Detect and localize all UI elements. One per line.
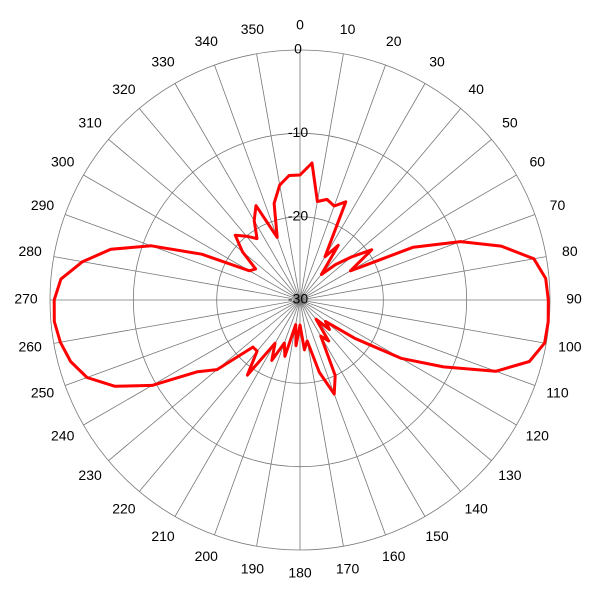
radial-label: -10 xyxy=(288,124,308,140)
angle-label: 320 xyxy=(112,81,136,97)
grid-circle xyxy=(132,132,468,468)
angle-label: 250 xyxy=(31,384,55,400)
spoke xyxy=(174,299,301,517)
radial-label: -20 xyxy=(288,207,308,223)
angle-label: 260 xyxy=(18,338,42,354)
spoke xyxy=(299,64,386,301)
spoke xyxy=(256,299,301,547)
spoke xyxy=(138,299,301,492)
angle-label: 150 xyxy=(425,528,449,544)
angle-label: 230 xyxy=(78,467,102,483)
radial-label: 0 xyxy=(294,41,302,57)
angle-label: 340 xyxy=(195,33,219,49)
angle-label: 350 xyxy=(241,21,265,37)
radial-label: -30 xyxy=(288,291,308,307)
grid-circle xyxy=(216,216,384,384)
angle-label: 140 xyxy=(464,501,488,517)
pattern-line xyxy=(52,161,550,396)
spoke xyxy=(214,64,301,301)
angle-label: 330 xyxy=(151,53,175,69)
angle-label: 270 xyxy=(14,291,38,307)
angle-label: 20 xyxy=(386,33,402,49)
spoke xyxy=(83,299,301,426)
spoke xyxy=(83,174,301,301)
spoke xyxy=(299,53,344,301)
angle-label: 50 xyxy=(502,115,518,131)
angle-label: 160 xyxy=(382,548,406,564)
spoke xyxy=(53,256,301,301)
angle-label: 190 xyxy=(241,561,265,577)
spoke xyxy=(299,299,462,492)
spoke xyxy=(299,83,426,301)
spoke xyxy=(299,214,536,301)
angle-label: 60 xyxy=(530,154,546,170)
angle-label: 10 xyxy=(340,21,356,37)
angle-label: 280 xyxy=(18,243,42,259)
spoke xyxy=(299,174,517,301)
spoke xyxy=(256,53,301,301)
spoke xyxy=(214,299,301,536)
angle-label: 0 xyxy=(296,17,304,33)
spoke xyxy=(299,138,492,301)
angle-label: 120 xyxy=(526,428,550,444)
spoke xyxy=(108,138,301,301)
spoke xyxy=(299,256,547,301)
angle-label: 80 xyxy=(562,243,578,259)
angle-label: 70 xyxy=(550,197,566,213)
angle-label: 40 xyxy=(468,81,484,97)
angle-label: 170 xyxy=(336,561,360,577)
spoke xyxy=(138,108,301,301)
angle-label: 240 xyxy=(51,428,75,444)
spoke xyxy=(53,299,301,344)
angle-label: 210 xyxy=(151,528,175,544)
angle-label: 110 xyxy=(546,384,569,400)
angle-label: 130 xyxy=(498,467,522,483)
angle-label: 220 xyxy=(112,501,136,517)
angle-label: 30 xyxy=(429,53,445,69)
angle-label: 310 xyxy=(78,115,102,131)
angle-label: 300 xyxy=(51,154,75,170)
spoke xyxy=(64,214,301,301)
angle-label: 180 xyxy=(288,565,312,581)
spoke xyxy=(64,299,301,386)
angle-label: 290 xyxy=(31,197,55,213)
spoke xyxy=(174,83,301,301)
angle-label: 200 xyxy=(195,548,219,564)
angle-label: 100 xyxy=(558,338,582,354)
spoke xyxy=(108,299,301,462)
spoke xyxy=(299,299,547,344)
spoke xyxy=(299,299,386,536)
angle-label: 90 xyxy=(566,291,582,307)
spoke xyxy=(299,299,517,426)
grid-circle xyxy=(49,49,551,551)
